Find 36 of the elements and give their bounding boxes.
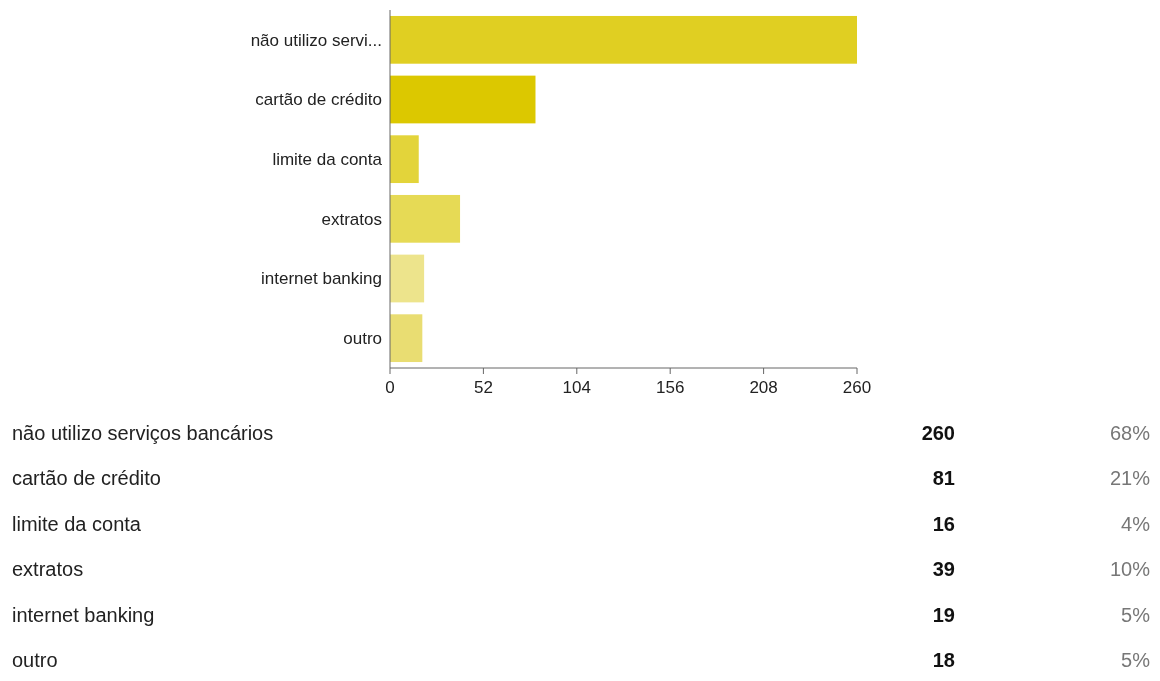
- text: 4%: [1121, 512, 1151, 535]
- text: extratos: [12, 558, 84, 581]
- bar: [390, 135, 419, 184]
- text: internet banking: [12, 603, 155, 626]
- bar: [390, 314, 423, 363]
- x-tick-label: 208: [749, 378, 778, 397]
- bar: [390, 15, 857, 64]
- text: 5%: [1121, 603, 1151, 626]
- bar: [390, 75, 536, 124]
- text: 68%: [1109, 422, 1151, 444]
- text: 18: [932, 649, 955, 671]
- x-tick-label: 52: [473, 378, 493, 397]
- text: 39: [932, 558, 955, 581]
- text: não utilizo serviços bancários: [12, 422, 274, 444]
- y-tick-label: extratos: [321, 209, 382, 229]
- bar: [390, 254, 425, 303]
- text: 16: [932, 512, 955, 535]
- text: 19: [932, 603, 955, 626]
- x-tick-label: 156: [656, 378, 685, 397]
- text: outro: [12, 649, 58, 671]
- y-tick-label: não utilizo servi...: [250, 30, 382, 50]
- x-tick-label: 0: [385, 378, 395, 397]
- text: 260: [921, 422, 955, 444]
- text: limite da conta: [12, 512, 142, 535]
- text: cartão de crédito: [12, 467, 161, 490]
- bar: [390, 194, 461, 243]
- text: 21%: [1109, 467, 1151, 490]
- text: 5%: [1121, 649, 1151, 671]
- x-tick-label: 104: [562, 378, 591, 397]
- y-tick-label: cartão de crédito: [255, 90, 382, 110]
- text: 81: [932, 467, 955, 490]
- y-tick-label: internet banking: [261, 269, 382, 289]
- y-tick-label: outro: [343, 329, 382, 349]
- y-tick-label: limite da conta: [272, 150, 383, 170]
- text: 10%: [1109, 558, 1151, 581]
- x-tick-label: 260: [842, 378, 872, 397]
